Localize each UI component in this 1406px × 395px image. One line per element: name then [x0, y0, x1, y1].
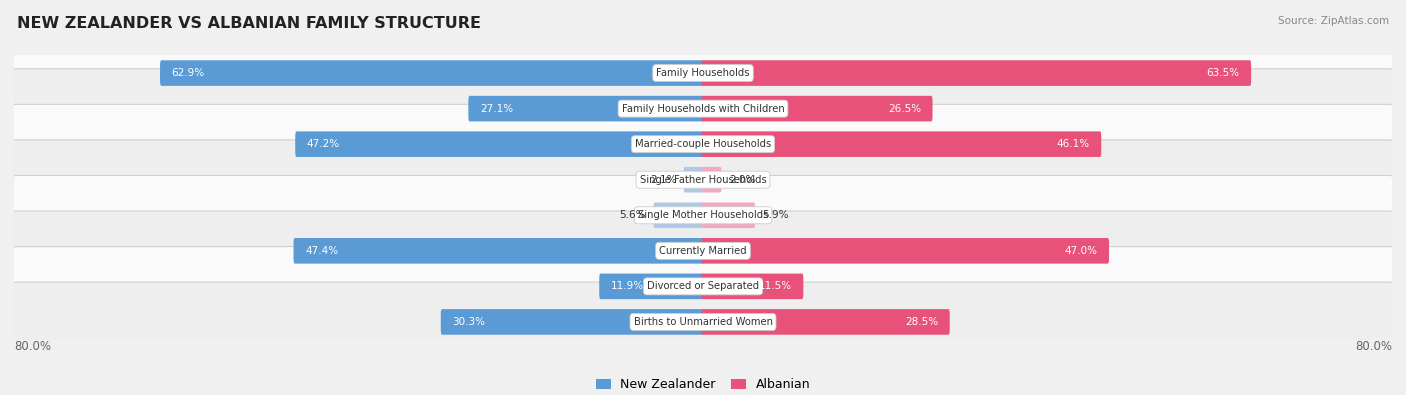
FancyBboxPatch shape [702, 309, 949, 335]
Legend: New Zealander, Albanian: New Zealander, Albanian [591, 373, 815, 395]
FancyBboxPatch shape [702, 274, 803, 299]
Text: 5.9%: 5.9% [762, 210, 789, 220]
Text: 62.9%: 62.9% [172, 68, 205, 78]
Text: 47.4%: 47.4% [305, 246, 339, 256]
Text: 2.1%: 2.1% [650, 175, 676, 185]
FancyBboxPatch shape [294, 238, 704, 263]
Text: 47.2%: 47.2% [307, 139, 340, 149]
Text: Family Households with Children: Family Households with Children [621, 103, 785, 114]
Text: NEW ZEALANDER VS ALBANIAN FAMILY STRUCTURE: NEW ZEALANDER VS ALBANIAN FAMILY STRUCTU… [17, 16, 481, 31]
FancyBboxPatch shape [440, 309, 704, 335]
Text: Currently Married: Currently Married [659, 246, 747, 256]
Text: 2.0%: 2.0% [728, 175, 755, 185]
Text: 30.3%: 30.3% [453, 317, 485, 327]
FancyBboxPatch shape [599, 274, 704, 299]
FancyBboxPatch shape [8, 69, 1398, 149]
Text: 63.5%: 63.5% [1206, 68, 1240, 78]
FancyBboxPatch shape [702, 60, 1251, 86]
FancyBboxPatch shape [654, 203, 704, 228]
Text: Married-couple Households: Married-couple Households [636, 139, 770, 149]
Text: 80.0%: 80.0% [14, 340, 51, 353]
Text: Births to Unmarried Women: Births to Unmarried Women [634, 317, 772, 327]
Text: 28.5%: 28.5% [905, 317, 938, 327]
Text: Source: ZipAtlas.com: Source: ZipAtlas.com [1278, 16, 1389, 26]
FancyBboxPatch shape [8, 33, 1398, 113]
Text: 80.0%: 80.0% [1355, 340, 1392, 353]
FancyBboxPatch shape [8, 140, 1398, 220]
FancyBboxPatch shape [8, 211, 1398, 291]
FancyBboxPatch shape [683, 167, 704, 192]
Text: Single Father Households: Single Father Households [640, 175, 766, 185]
FancyBboxPatch shape [702, 203, 755, 228]
FancyBboxPatch shape [8, 246, 1398, 326]
Text: Family Households: Family Households [657, 68, 749, 78]
FancyBboxPatch shape [702, 96, 932, 121]
FancyBboxPatch shape [8, 282, 1398, 362]
Text: 11.9%: 11.9% [610, 281, 644, 292]
FancyBboxPatch shape [160, 60, 704, 86]
Text: Single Mother Households: Single Mother Households [638, 210, 768, 220]
FancyBboxPatch shape [468, 96, 704, 121]
Text: 5.6%: 5.6% [620, 210, 647, 220]
Text: 11.5%: 11.5% [759, 281, 792, 292]
FancyBboxPatch shape [702, 167, 721, 192]
Text: Divorced or Separated: Divorced or Separated [647, 281, 759, 292]
Text: 27.1%: 27.1% [479, 103, 513, 114]
FancyBboxPatch shape [295, 132, 704, 157]
FancyBboxPatch shape [8, 104, 1398, 184]
Text: 26.5%: 26.5% [887, 103, 921, 114]
Text: 47.0%: 47.0% [1064, 246, 1098, 256]
FancyBboxPatch shape [8, 175, 1398, 255]
FancyBboxPatch shape [702, 132, 1101, 157]
FancyBboxPatch shape [702, 238, 1109, 263]
Text: 46.1%: 46.1% [1056, 139, 1090, 149]
